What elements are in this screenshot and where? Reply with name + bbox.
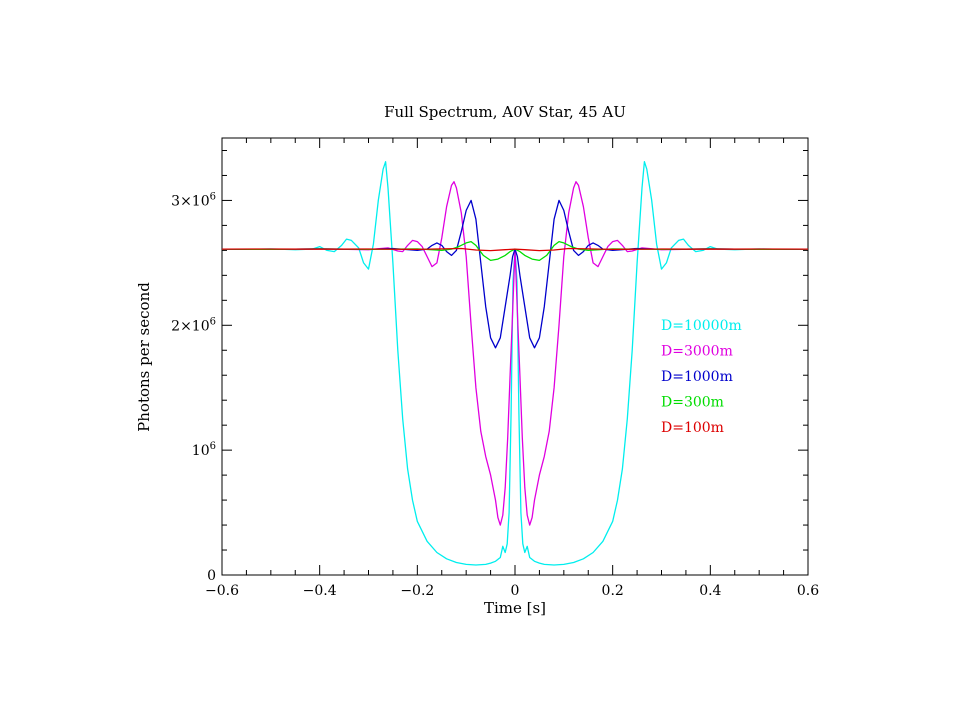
y-tick-label: 2×106 bbox=[171, 316, 216, 334]
y-axis-label: Photons per second bbox=[135, 282, 153, 432]
x-axis-label: Time [s] bbox=[484, 599, 546, 617]
legend-entry: D=10000m bbox=[661, 318, 742, 334]
y-tick-label: 106 bbox=[192, 441, 216, 459]
chart-title: Full Spectrum, A0V Star, 45 AU bbox=[384, 103, 626, 121]
legend-entry: D=100m bbox=[661, 420, 724, 436]
x-tick-label: 0 bbox=[511, 583, 520, 599]
x-tick-label: 0.6 bbox=[797, 583, 819, 599]
series-lines bbox=[221, 161, 809, 566]
x-tick-label: −0.2 bbox=[400, 583, 434, 599]
legend-entry: D=1000m bbox=[661, 369, 733, 385]
x-tick-label: 0.4 bbox=[699, 583, 721, 599]
y-axis-ticks: 0 106 2×106 3×106 bbox=[171, 149, 808, 584]
y-tick-label: 0 bbox=[207, 568, 216, 584]
x-tick-label: 0.2 bbox=[602, 583, 624, 599]
series-line-d-10000m bbox=[221, 161, 809, 566]
y-tick-label: 3×106 bbox=[171, 191, 216, 209]
legend-entry: D=3000m bbox=[661, 344, 733, 360]
x-tick-label: −0.6 bbox=[205, 583, 239, 599]
legend: D=10000m D=3000m D=1000m D=300m D=100m bbox=[661, 318, 742, 436]
x-tick-label: −0.4 bbox=[303, 583, 337, 599]
x-axis-ticks: −0.6 −0.4 −0.2 0 0.2 0.4 0.6 bbox=[205, 138, 819, 599]
series-line-d-100m bbox=[221, 247, 809, 252]
legend-entry: D=300m bbox=[661, 395, 724, 411]
